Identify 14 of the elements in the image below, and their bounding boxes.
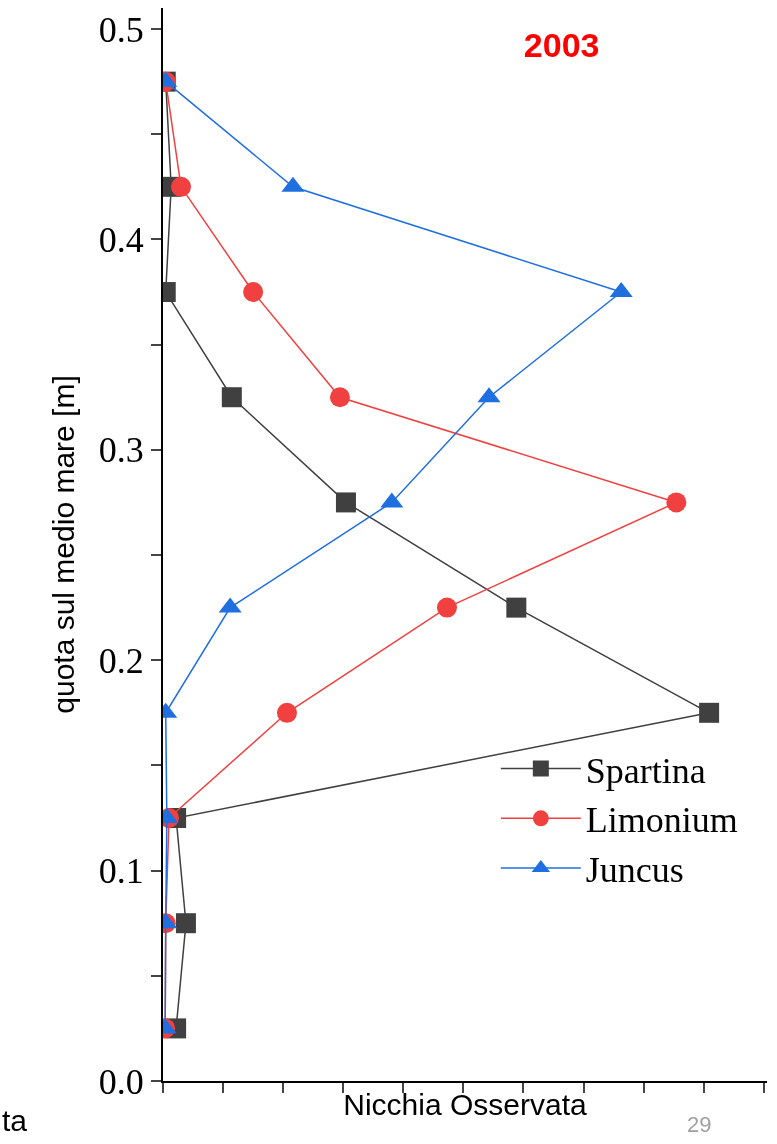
legend-label: Juncus [585,850,684,891]
y-tick-label: 0.2 [98,640,144,681]
text: 2003 [523,25,600,64]
y-axis-title: quota sul medio mare [m] [47,375,81,714]
y-tick-label: 0.3 [98,430,144,471]
legend-label: Limonium [585,800,738,841]
text: 29 [687,1112,712,1137]
legend-label: Spartina [585,750,706,791]
y-tick-label: 0.5 [98,9,144,50]
y-tick-label: 0.1 [98,851,144,892]
y-tick-label: 0.4 [98,220,144,261]
x-axis-title: Nicchia Osservata [343,1088,588,1121]
text: ta [2,1104,28,1137]
y-tick-label: 0.0 [98,1061,144,1102]
